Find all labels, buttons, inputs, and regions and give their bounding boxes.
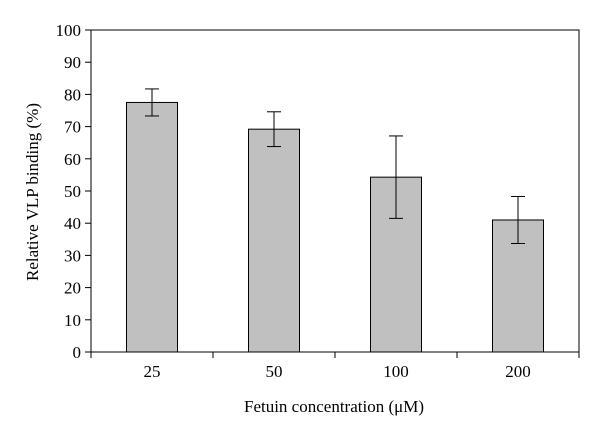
y-tick-label: 60 — [64, 150, 81, 169]
x-axis-ticks: 25 50 100 200 — [90, 352, 580, 381]
y-tick-label: 80 — [64, 85, 81, 104]
error-bar-50 — [267, 111, 281, 148]
bar-25 — [126, 101, 178, 353]
x-tick-label-50: 50 — [266, 362, 283, 381]
y-tick-label: 90 — [64, 53, 81, 72]
y-tick-label: 0 — [73, 343, 82, 362]
y-tick-label: 100 — [56, 21, 82, 40]
error-bar-200 — [511, 195, 525, 244]
y-axis-title: Relative VLP binding (%) — [23, 103, 42, 281]
y-tick-label: 30 — [64, 246, 81, 265]
bars-layer — [126, 101, 544, 353]
x-tick-label-25: 25 — [144, 362, 161, 381]
y-axis-ticks: 0 10 20 30 40 50 60 70 80 90 100 — [56, 21, 91, 362]
x-tick-label-100: 100 — [383, 362, 409, 381]
y-tick-label: 20 — [64, 279, 81, 298]
x-tick-label-200: 200 — [505, 362, 531, 381]
error-bar-100 — [389, 135, 403, 219]
y-tick-label: 10 — [64, 311, 81, 330]
x-axis-title: Fetuin concentration (μM) — [244, 397, 424, 416]
y-tick-label: 50 — [64, 182, 81, 201]
bar-50 — [248, 128, 300, 353]
y-tick-label: 70 — [64, 118, 81, 137]
error-bar-25 — [145, 88, 159, 117]
error-bars-layer — [145, 88, 525, 244]
y-tick-label: 40 — [64, 214, 81, 233]
